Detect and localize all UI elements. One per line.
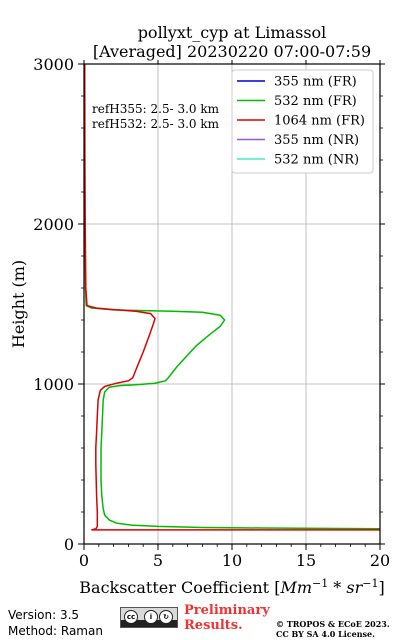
copyright-line2: CC BY SA 4.0 License. [276, 629, 375, 639]
legend-entry-3: 355 nm (NR) [274, 133, 359, 148]
legend-entry-2: 1064 nm (FR) [274, 114, 365, 129]
series-line-2 [84, 64, 380, 531]
axis-ticks: 0 5 10 15 20 0 1000 2000 3000 [33, 55, 390, 570]
series-layer [84, 64, 380, 531]
copyright-notice: © TROPOS & ECoE 2023. CC BY SA 4.0 Licen… [276, 619, 390, 639]
preliminary-line1: Preliminary [184, 603, 270, 618]
legend-box [231, 69, 374, 174]
x-tick-label: 10 [222, 551, 242, 570]
y-tick-label: 3000 [33, 55, 74, 74]
footer-info: Version: 3.5 Method: Raman [8, 607, 103, 639]
annotation-refh532: refH532: 2.5- 3.0 km [92, 117, 220, 131]
legend-entry-0: 355 nm (FR) [274, 75, 357, 90]
legend: 355 nm (FR) 532 nm (FR) 1064 nm (FR) 355 nm… [231, 69, 374, 174]
copyright-line1: © TROPOS & ECoE 2023. [276, 619, 390, 629]
by-icon: i [144, 610, 158, 624]
chart-title-line2: [Averaged] 20230220 07:00-07:59 [93, 42, 371, 61]
version-text: Version: 3.5 [8, 608, 80, 622]
x-axis-label: Backscatter Coefficient [Mm−1 * sr−1] [79, 577, 384, 597]
x-tick-label: 0 [79, 551, 89, 570]
annotation-refh355: refH355: 2.5- 3.0 km [92, 102, 220, 116]
legend-entry-1: 532 nm (FR) [274, 94, 357, 109]
x-tick-label: 15 [296, 551, 316, 570]
y-tick-label: 2000 [33, 215, 74, 234]
y-tick-label: 1000 [33, 375, 74, 394]
preliminary-notice: Preliminary Results. [184, 603, 270, 633]
preliminary-line2: Results. [184, 618, 243, 633]
method-text: Method: Raman [8, 624, 103, 638]
chart-title-line1: pollyxt_cyp at Limassol [138, 23, 327, 42]
cc-by-sa-logo: cc i ↻ [120, 607, 178, 628]
y-tick-label: 0 [64, 535, 74, 554]
sa-icon: ↻ [159, 610, 173, 624]
legend-entry-4: 532 nm (NR) [274, 153, 359, 168]
y-axis-label: Height (m) [9, 260, 28, 348]
x-tick-label: 5 [153, 551, 163, 570]
x-tick-label: 20 [370, 551, 390, 570]
cc-icon: cc [124, 610, 138, 624]
